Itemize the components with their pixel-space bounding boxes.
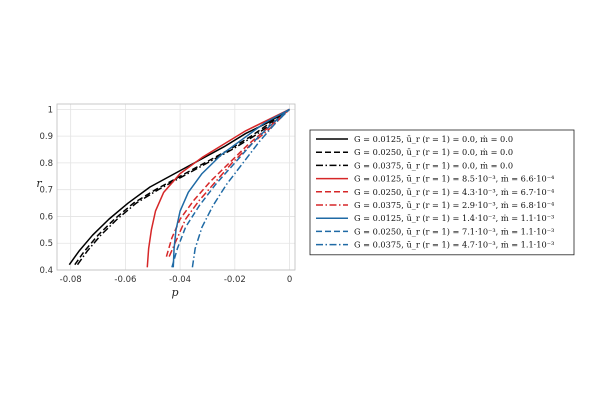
series-line-4 (146, 108, 290, 268)
y-tick-label: 0.5 (39, 239, 53, 249)
x-axis-label: p (171, 286, 178, 299)
x-tick-label: -0.08 (60, 275, 82, 285)
legend-entry: G = 0.0125, ū_r (r = 1) = 8.5·10⁻³, ṁ = … (354, 174, 555, 184)
grid (56, 103, 296, 271)
y-tick-label: 0.7 (39, 186, 53, 196)
plot-frame (56, 103, 296, 271)
series-line-3 (76, 108, 291, 266)
legend-entry: G = 0.0375, ū_r (r = 1) = 0.0, ṁ = 0.0 (354, 160, 513, 170)
x-tick-label: 0 (287, 275, 292, 285)
legend-entry: G = 0.0250, ū_r (r = 1) = 4.3·10⁻³, ṁ = … (354, 187, 555, 197)
y-tick-label: 0.4 (39, 266, 53, 276)
legend-entry: G = 0.0375, ū_r (r = 1) = 4.7·10⁻³, ṁ = … (354, 240, 554, 250)
series-line-1 (68, 108, 290, 266)
y-tick-label: 1 (48, 105, 53, 115)
series-line-9 (191, 108, 291, 268)
y-tick-label: 0.6 (39, 212, 53, 222)
plot-background (57, 104, 295, 270)
legend-box (309, 129, 575, 256)
legend-entry: G = 0.0375, ū_r (r = 1) = 2.9·10⁻³, ṁ = … (354, 200, 555, 210)
x-tick-label: -0.06 (114, 275, 136, 285)
y-axis-label: r (36, 177, 42, 190)
legend-entry: G = 0.0250, ū_r (r = 1) = 7.1·10⁻³, ṁ = … (354, 226, 554, 236)
legend-entry: G = 0.0125, ū_r (r = 1) = 1.4·10⁻², ṁ = … (354, 213, 554, 223)
legend-entry: G = 0.0250, ū_r (r = 1) = 0.0, ṁ = 0.0 (354, 147, 513, 157)
legend: G = 0.0125, ū_r (r = 1) = 0.0, ṁ = 0.0 G … (309, 129, 575, 256)
series-lines (68, 108, 291, 268)
legend-entry: G = 0.0125, ū_r (r = 1) = 0.0, ṁ = 0.0 (354, 134, 513, 144)
series-line-8 (171, 108, 291, 268)
y-tick-label: 0.8 (39, 159, 53, 169)
series-line-6 (168, 108, 291, 257)
x-tick-label: -0.04 (169, 275, 191, 285)
tick-labels: -0.08 -0.06 -0.04 -0.02 0 0.4 0.5 0.6 0.7 0.8 0.9 1 (39, 105, 292, 285)
series-line-7 (172, 108, 290, 268)
y-tick-label: 0.9 (39, 132, 53, 142)
x-tick-label: -0.02 (224, 275, 246, 285)
